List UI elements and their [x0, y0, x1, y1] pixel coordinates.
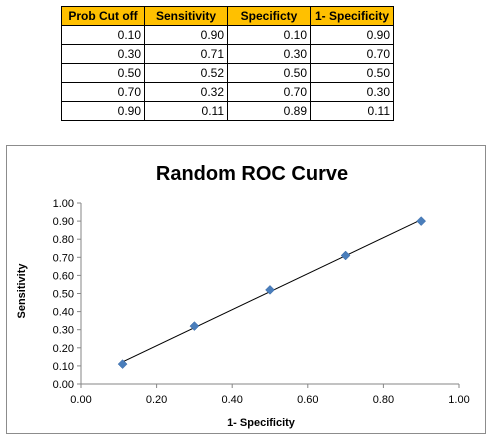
header-specificity: Specificty — [227, 6, 311, 26]
table-header-row: Prob Cut off Sensitivity Specificty 1- S… — [61, 6, 394, 26]
chart-title: Random ROC Curve — [156, 163, 348, 185]
y-axis-title: Sensitivity — [16, 263, 28, 319]
table-cell: 0.10 — [61, 25, 145, 45]
table-cell: 0.90 — [61, 101, 145, 121]
roc-chart: Random ROC Curve 1- Specificity Sensitiv… — [16, 163, 470, 429]
table-cell: 0.50 — [61, 63, 145, 83]
table-cell: 0.50 — [310, 63, 394, 83]
x-tick-label: 0.00 — [70, 394, 91, 406]
table-cell: 0.30 — [227, 44, 311, 64]
y-tick-label: 0.60 — [53, 270, 74, 282]
data-point-marker — [117, 359, 128, 369]
header-one-minus-specificity: 1- Specificity — [310, 6, 394, 26]
x-axis-title: 1- Specificity — [227, 417, 296, 429]
x-tick-label: 0.20 — [146, 394, 167, 406]
y-tick-label: 0.10 — [53, 361, 74, 373]
table-row: 0.90 0.11 0.89 0.11 — [61, 101, 394, 121]
data-point-marker — [265, 285, 275, 295]
header-prob-cutoff: Prob Cut off — [61, 6, 145, 26]
y-tick-label: 0.30 — [53, 325, 74, 337]
header-sensitivity: Sensitivity — [144, 6, 228, 26]
table-cell: 0.11 — [144, 101, 228, 121]
x-tick-label: 0.40 — [221, 394, 242, 406]
data-table-container: Prob Cut off Sensitivity Specificty 1- S… — [61, 6, 394, 121]
y-tick-label: 0.80 — [53, 234, 74, 246]
table-cell: 0.70 — [310, 44, 394, 64]
x-tick-label: 1.00 — [448, 394, 469, 406]
table-cell: 0.10 — [227, 25, 311, 45]
y-tick-label: 0.90 — [53, 216, 74, 228]
y-tick-label: 0.50 — [53, 289, 74, 301]
table-cell: 0.50 — [227, 63, 311, 83]
y-tick-label: 0.70 — [53, 252, 74, 264]
table-cell: 0.71 — [144, 44, 228, 64]
table-cell: 0.89 — [227, 101, 311, 121]
data-point-marker — [340, 250, 351, 261]
chart-area: Random ROC Curve 1- Specificity Sensitiv… — [6, 145, 486, 434]
table-cell: 0.70 — [61, 82, 145, 102]
table-cell: 0.90 — [310, 25, 394, 45]
roc-data-table: Prob Cut off Sensitivity Specificty 1- S… — [61, 6, 394, 121]
y-tick-label: 0.40 — [53, 307, 74, 319]
y-tick-label: 0.20 — [53, 343, 74, 355]
table-row: 0.10 0.90 0.10 0.90 — [61, 25, 394, 45]
table-cell: 0.32 — [144, 82, 228, 102]
x-tick-label: 0.60 — [297, 394, 318, 406]
table-row: 0.30 0.71 0.30 0.70 — [61, 44, 394, 64]
data-point-marker — [416, 216, 427, 226]
table-cell: 0.11 — [310, 101, 394, 121]
y-tick-label: 0.00 — [53, 379, 74, 391]
table-cell: 0.30 — [310, 82, 394, 102]
table-cell: 0.90 — [144, 25, 228, 45]
data-point-marker — [189, 321, 200, 331]
table-cell: 0.70 — [227, 82, 311, 102]
chart-plot-layer: 0.00 0.10 0.20 0.30 0.40 0.50 0.60 0.70 0.80 0.90… — [53, 198, 470, 406]
y-tick-label: 1.00 — [53, 198, 74, 210]
table-cell: 0.30 — [61, 44, 145, 64]
x-tick-label: 0.80 — [373, 394, 394, 406]
table-row: 0.70 0.32 0.70 0.30 — [61, 82, 394, 102]
table-cell: 0.52 — [144, 63, 228, 83]
table-row: 0.50 0.52 0.50 0.50 — [61, 63, 394, 83]
